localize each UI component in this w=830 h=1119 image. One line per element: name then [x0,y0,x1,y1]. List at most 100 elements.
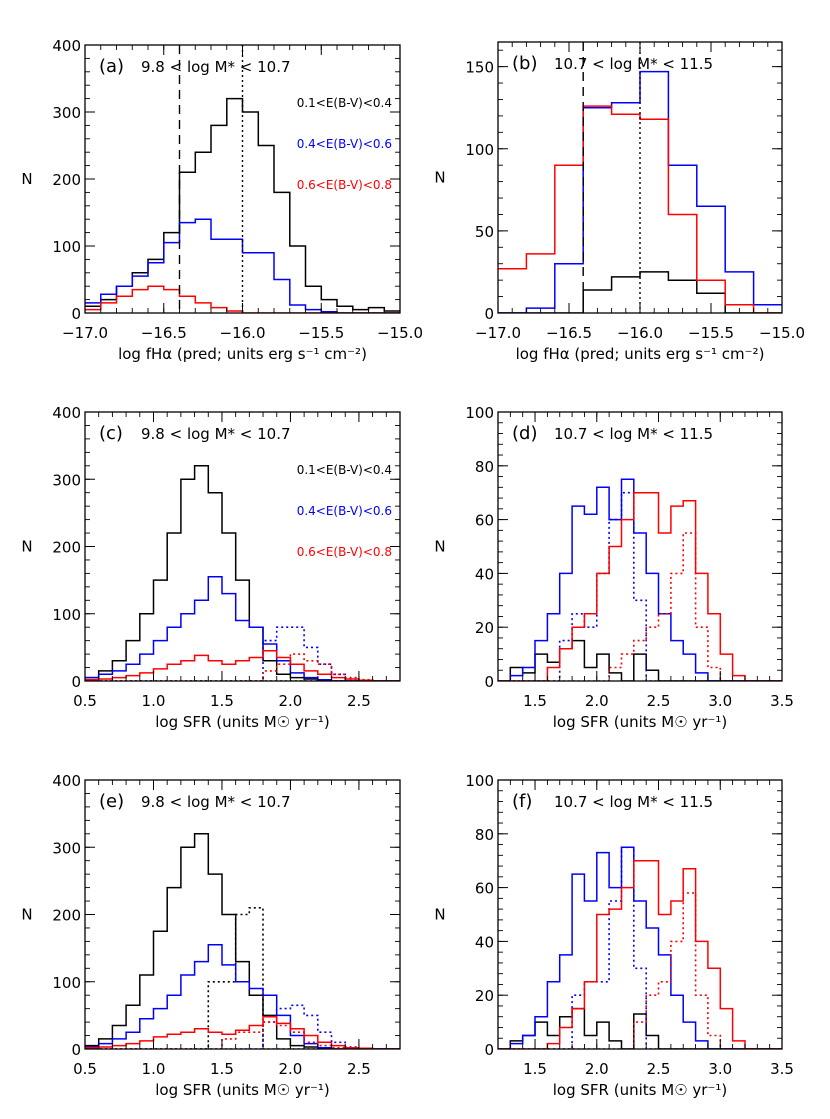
plot-frame [84,779,401,1050]
panel-label: (c) [99,423,123,444]
y-tick-label: 80 [475,826,494,844]
x-tick-label: 1.5 [210,692,234,710]
series-blue-solid [85,944,400,1049]
x-tick-label: 3.0 [708,692,732,710]
x-tick-label: 2.0 [279,692,303,710]
series-red-solid [85,649,400,681]
y-tick-label: 300 [52,471,81,489]
y-tick-label: 60 [475,880,494,898]
y-axis-label: N [434,538,445,556]
x-tick-label: −16.0 [220,324,266,342]
x-tick-label: 3.5 [770,692,794,710]
x-tick-label: 1.5 [523,1060,547,1078]
y-axis-label: N [21,538,32,556]
y-tick-label: 200 [52,907,81,925]
series-red-solid [85,1015,400,1049]
series-black-solid [85,833,400,1049]
x-tick-label: −16.0 [617,324,663,342]
x-tick-label: 1.0 [142,692,166,710]
panel-label: (f) [512,791,532,812]
x-axis-label: log SFR (units M☉ yr⁻¹) [553,713,727,731]
y-tick-label: 300 [52,104,81,122]
legend-label: 0.6<E(B-V)<0.8 [297,545,392,559]
y-tick-label: 80 [475,458,494,476]
x-tick-label: 2.0 [585,692,609,710]
x-tick-label: −15.5 [688,324,734,342]
y-tick-label: 0 [71,305,81,323]
x-tick-label: 3.0 [708,1060,732,1078]
y-tick-label: 0 [71,673,81,691]
series-red-dotted [85,653,400,681]
panel-title: 10.7 < log M* < 11.5 [554,793,713,811]
series-red-dotted [498,892,782,1049]
series-blue-solid [498,478,782,681]
series-black-solid [85,465,400,681]
y-axis-label: N [434,169,445,187]
y-tick-label: 0 [484,1041,494,1059]
x-axis-label: log SFR (units M☉ yr⁻¹) [553,1081,727,1099]
x-tick-label: 1.5 [210,1060,234,1078]
panel-title: 9.8 < log M* < 10.7 [141,58,291,76]
y-tick-label: 400 [52,772,81,790]
x-tick-label: 0.5 [73,692,97,710]
y-tick-label: 100 [52,974,81,992]
y-tick-label: 200 [52,539,81,557]
y-tick-label: 150 [465,59,494,77]
y-tick-label: 20 [475,987,494,1005]
series-blue-solid [85,218,400,313]
panel-title: 10.7 < log M* < 11.5 [554,55,713,73]
x-tick-label: 2.0 [279,1060,303,1078]
series-blue-solid [85,576,400,681]
y-axis-label: N [21,170,32,188]
x-axis-label: log fHα (pred; units erg s⁻¹ cm⁻²) [118,345,367,363]
series-red-solid [85,285,400,313]
y-tick-label: 0 [71,1041,81,1059]
x-tick-label: 1.5 [523,692,547,710]
panel-label: (e) [99,791,124,812]
x-tick-label: −15.0 [759,324,805,342]
series-red-dotted [498,532,782,681]
panel-label: (b) [512,53,537,74]
x-tick-label: 2.5 [647,1060,671,1078]
x-tick-label: −17.0 [62,324,108,342]
y-tick-label: 300 [52,839,81,857]
y-tick-label: 0 [484,305,494,323]
x-tick-label: 2.0 [585,1060,609,1078]
panel-a: −17.0 −16.5 −16.0 −15.5 −15.0 0 100 200 300 400 Nl… [21,37,423,363]
y-tick-label: 400 [52,404,81,422]
y-tick-label: 100 [52,238,81,256]
y-tick-label: 20 [475,619,494,637]
legend-label: 0.1<E(B-V)<0.4 [297,96,392,110]
series-blue-dotted [498,491,782,681]
y-tick-label: 100 [465,404,494,422]
y-tick-label: 100 [465,141,494,159]
y-tick-label: 0 [484,673,494,691]
legend-label: 0.6<E(B-V)<0.8 [297,178,392,192]
x-axis-label: log SFR (units M☉ yr⁻¹) [155,1081,329,1099]
y-axis-label: N [21,906,32,924]
y-tick-label: 40 [475,565,494,583]
legend-label: 0.1<E(B-V)<0.4 [297,463,392,477]
series-red-solid [498,105,782,313]
panel-title: 9.8 < log M* < 10.7 [141,425,291,443]
x-axis-label: log SFR (units M☉ yr⁻¹) [155,713,329,731]
legend-label: 0.4<E(B-V)<0.6 [297,137,392,151]
panel-label: (d) [512,423,537,444]
x-tick-label: 3.5 [770,1060,794,1078]
panel-label: (a) [99,56,124,77]
y-tick-label: 100 [52,606,81,624]
y-tick-label: 400 [52,37,81,55]
series-blue-solid [498,846,782,1049]
x-tick-label: −16.5 [546,324,592,342]
y-axis-label: N [434,906,445,924]
series-blue-dotted [85,1004,400,1049]
y-tick-label: 50 [475,223,494,241]
x-tick-label: 2.5 [347,692,371,710]
y-tick-label: 60 [475,512,494,530]
y-tick-label: 200 [52,171,81,189]
